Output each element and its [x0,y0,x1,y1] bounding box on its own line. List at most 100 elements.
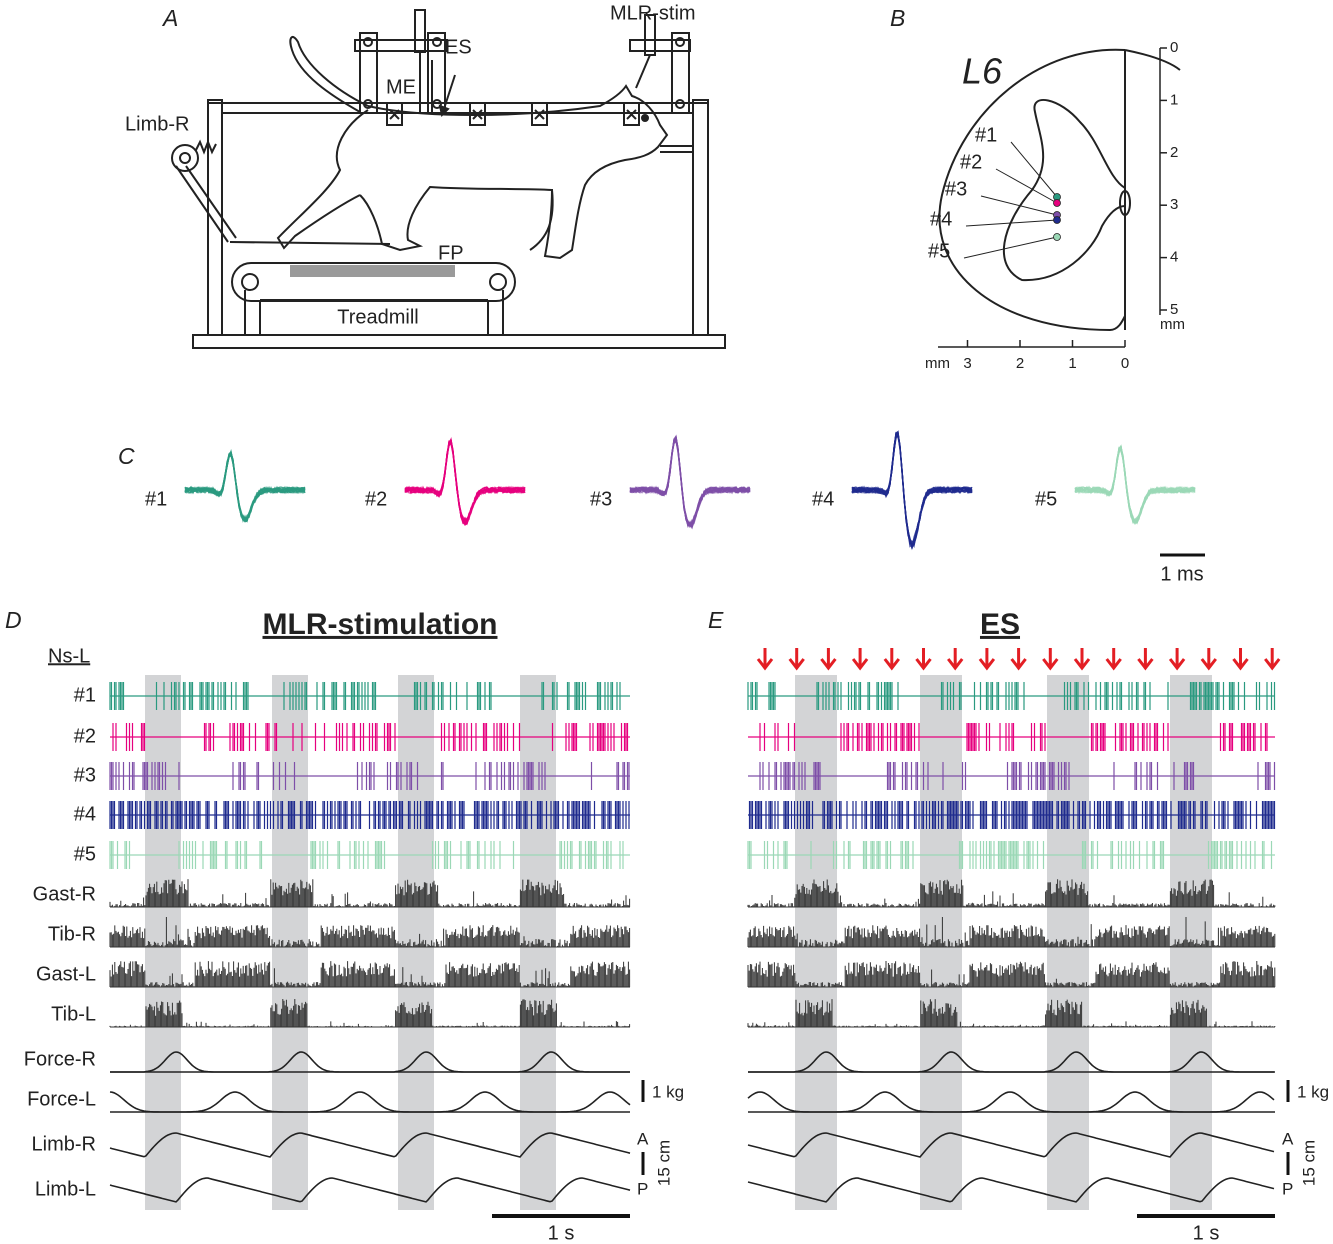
spike-waveform [629,436,751,528]
stim-arrow [1042,648,1059,671]
stim-arrow [947,648,964,671]
tick-label: 0 [1121,355,1129,372]
panel-letter: B [890,5,905,31]
force-trace [748,1051,1274,1073]
spike-waveform [1074,446,1196,524]
electrode-label: #5 [928,240,950,262]
stim-arrow [1137,648,1154,671]
tick-label: 3 [1170,196,1178,213]
label: FP [438,242,464,264]
spike-waveform [184,452,306,519]
unit-label: #5 [1035,488,1057,510]
spike-train [747,841,1275,869]
unit-label: #3 [590,488,612,510]
spike-waveform [404,439,526,524]
spike-waveform [404,438,526,526]
limb-trace [747,1132,1275,1158]
panel-letter: C [118,443,135,469]
spike-waveform [1075,445,1196,523]
scale-label: 1 kg [652,1082,684,1101]
channel-label: Tib-R [48,923,96,945]
leader [995,168,1058,204]
stance-band [398,675,434,1210]
unit-label: #2 [74,725,96,747]
channel-label: Limb-R [32,1133,96,1155]
scale-label: 15 cm [1299,1140,1318,1186]
spike-waveform [629,440,751,529]
spike-waveform [404,439,526,523]
spike-waveform [184,450,306,521]
unit-label: #2 [365,488,387,510]
tick-label: 1 [1170,91,1178,108]
spike-waveform [629,436,751,530]
label: MLR-stim [610,2,696,24]
emg-trace [747,879,1276,908]
electrode-label: #4 [930,208,952,230]
spike-waveform [404,438,526,526]
unit-label: #4 [74,803,96,825]
spike-waveform [184,448,306,520]
emg-trace [109,961,631,988]
emg-trace [109,999,631,1028]
group-label: Ns-L [48,645,90,667]
stance-band [272,675,308,1210]
force-trace [109,1091,631,1113]
spike-waveform [404,437,526,526]
emg-trace [109,879,631,908]
spike-waveform [1074,444,1196,524]
spike-train [110,723,630,751]
stim-arrow [1168,648,1186,671]
spike-waveform [629,434,751,527]
tick-label: 2 [1016,355,1024,372]
panel-title: MLR-stimulation [263,608,498,641]
axis-unit: mm [1160,316,1185,333]
stim-arrow [1073,648,1091,671]
spike-waveform [1074,445,1196,524]
unit-label: #1 [145,488,167,510]
spike-waveform [629,436,750,526]
scale-label: 1 ms [1160,563,1203,585]
force-plate [290,265,455,277]
label: Treadmill [337,306,419,328]
scale-label: 1 s [1193,1222,1220,1244]
unit-label: #4 [812,488,834,510]
scale-label: 15 cm [654,1140,673,1186]
spike-waveform [1074,448,1196,523]
scale-label: P [637,1179,648,1198]
spike-waveform [404,440,526,524]
electrode-label: #3 [945,178,967,200]
panel-letter: A [161,5,178,31]
scale-label: A [1282,1129,1294,1148]
emg-trace [747,917,1276,948]
spike-waveform [1074,447,1196,524]
leader [1010,141,1058,198]
panel-title: ES [980,608,1020,641]
spike-waveform [629,438,751,530]
electrode-label: #2 [960,151,982,173]
panel-letter: E [708,607,724,633]
spike-waveform [1074,446,1196,526]
force-trace [110,1051,630,1073]
spike-waveform [1074,446,1196,524]
spike-waveform [629,439,751,525]
spike-waveform [629,435,751,528]
spike-waveform [1074,446,1196,522]
panel-letter: D [5,607,22,633]
spike-waveform [629,438,751,528]
tick-label: 2 [1170,144,1178,161]
spike-waveform [1074,448,1196,521]
spike-train [748,723,1275,751]
stim-arrow [788,648,805,671]
stim-arrow [820,648,837,671]
stim-arrow [978,648,996,671]
leader [965,219,1058,227]
spike-waveform [629,435,751,528]
cat [276,35,669,260]
spike-waveform [404,440,526,525]
spike-waveform [404,438,526,525]
tick-label: 3 [963,355,971,372]
spike-waveform [404,440,526,523]
channel-label: Force-L [27,1088,96,1110]
emg-trace [109,917,631,948]
